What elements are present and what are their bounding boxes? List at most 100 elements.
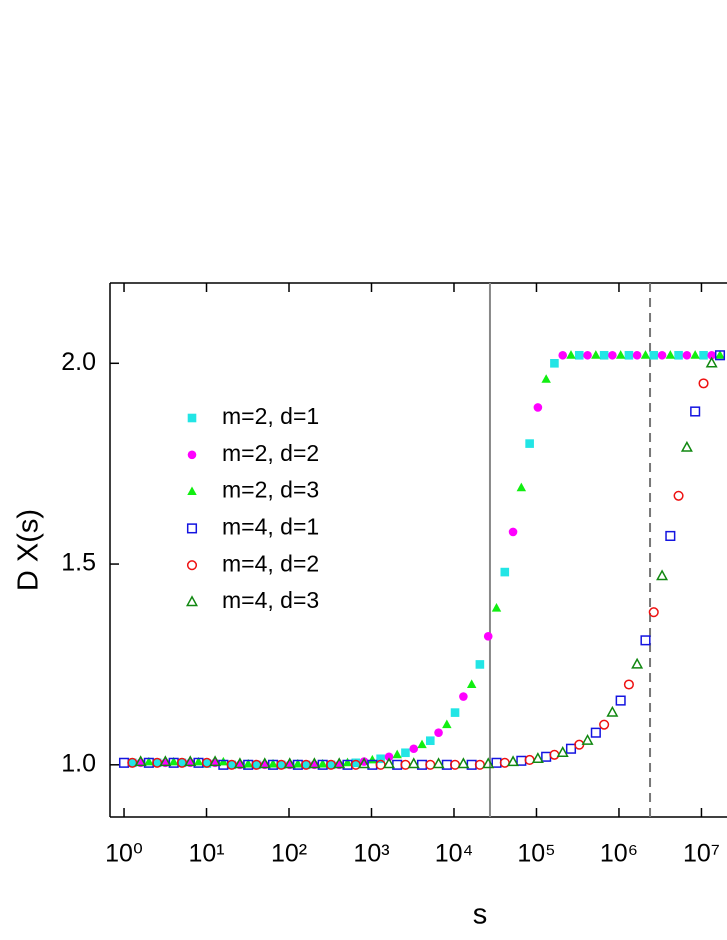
y-axis-label: D X(s) [13,509,45,591]
data-point [715,350,725,359]
data-point [665,350,676,359]
data-point [351,758,361,768]
data-point [491,757,502,768]
y-tick-label: 1.5 [61,549,96,577]
data-point [342,757,353,767]
data-point [258,757,271,769]
legend-marker [186,523,198,534]
data-point [541,374,551,383]
data-point [516,482,527,492]
data-point [243,758,253,768]
data-point [508,527,518,537]
data-point [407,757,420,769]
data-point [118,757,130,768]
data-point [152,758,162,768]
data-point [491,603,502,612]
x-tick-label: 10⁶ [600,840,638,868]
legend-label: m=4, d=2 [222,550,319,576]
data-point [565,743,577,754]
data-point [276,760,286,770]
y-tick-label: 2.0 [61,348,96,376]
x-tick-label: 10⁴ [435,840,474,868]
data-point [550,359,559,368]
data-point [392,749,402,759]
x-tick-label: 10⁰ [105,840,143,868]
data-point [549,749,560,760]
legend-marker [187,413,197,423]
data-point [524,754,535,766]
data-point [233,757,246,769]
data-point [293,758,303,768]
data-point [184,755,197,767]
x-tick-label: 10⁵ [517,840,555,868]
data-point [401,748,410,758]
data-point [432,757,445,769]
data-point [608,350,617,360]
data-point [466,679,477,688]
data-point [649,350,659,360]
data-point [656,569,669,581]
x-axis-label: s [473,899,488,931]
data-point [581,733,594,745]
data-point [640,350,651,359]
data-point [624,350,634,360]
data-point [326,760,336,770]
data-point [193,756,204,766]
legend-marker [186,560,198,571]
x-tick-label: 10² [271,840,307,868]
data-point [417,739,427,749]
data-point [450,708,460,717]
data-point [202,759,212,768]
data-point [591,350,601,359]
data-point [168,756,179,766]
data-point [640,635,651,646]
data-point [574,350,584,360]
data-point [425,736,435,746]
data-point [159,755,172,767]
legend-label: m=4, d=3 [222,587,319,613]
data-point [209,755,222,767]
data-point [134,755,147,767]
data-point [434,728,443,737]
data-point [459,692,468,701]
data-point [525,439,534,448]
data-point [507,755,520,767]
data-point [566,350,576,359]
data-point [541,751,552,762]
data-point [177,758,187,768]
data-point [358,757,371,769]
data-point [409,744,419,754]
data-point [531,752,544,763]
data-point [308,757,321,769]
legend-label: m=2, d=1 [222,403,319,429]
data-point [556,746,569,757]
data-point [699,350,708,360]
data-point [128,758,137,768]
data-point [376,754,385,764]
data-point [599,350,609,360]
data-point [674,350,683,360]
data-point [623,679,634,690]
data-point [631,657,644,669]
data-point [690,350,700,359]
data-point [483,632,493,641]
data-point [680,440,693,452]
legend-marker [187,486,197,496]
y-tick-label: 1.0 [61,749,96,777]
data-point [583,350,592,360]
x-tick-label: 10⁷ [683,840,720,868]
data-point [384,752,394,762]
data-point [665,530,676,541]
data-point [442,719,452,729]
data-point [533,403,543,412]
data-point [333,757,346,769]
data-point [632,350,642,360]
data-point [516,755,527,766]
data-point [252,760,261,770]
x-tick-label: 10¹ [188,840,224,868]
data-point [599,719,610,730]
data-point [682,350,692,360]
legend-label: m=2, d=3 [222,477,319,503]
